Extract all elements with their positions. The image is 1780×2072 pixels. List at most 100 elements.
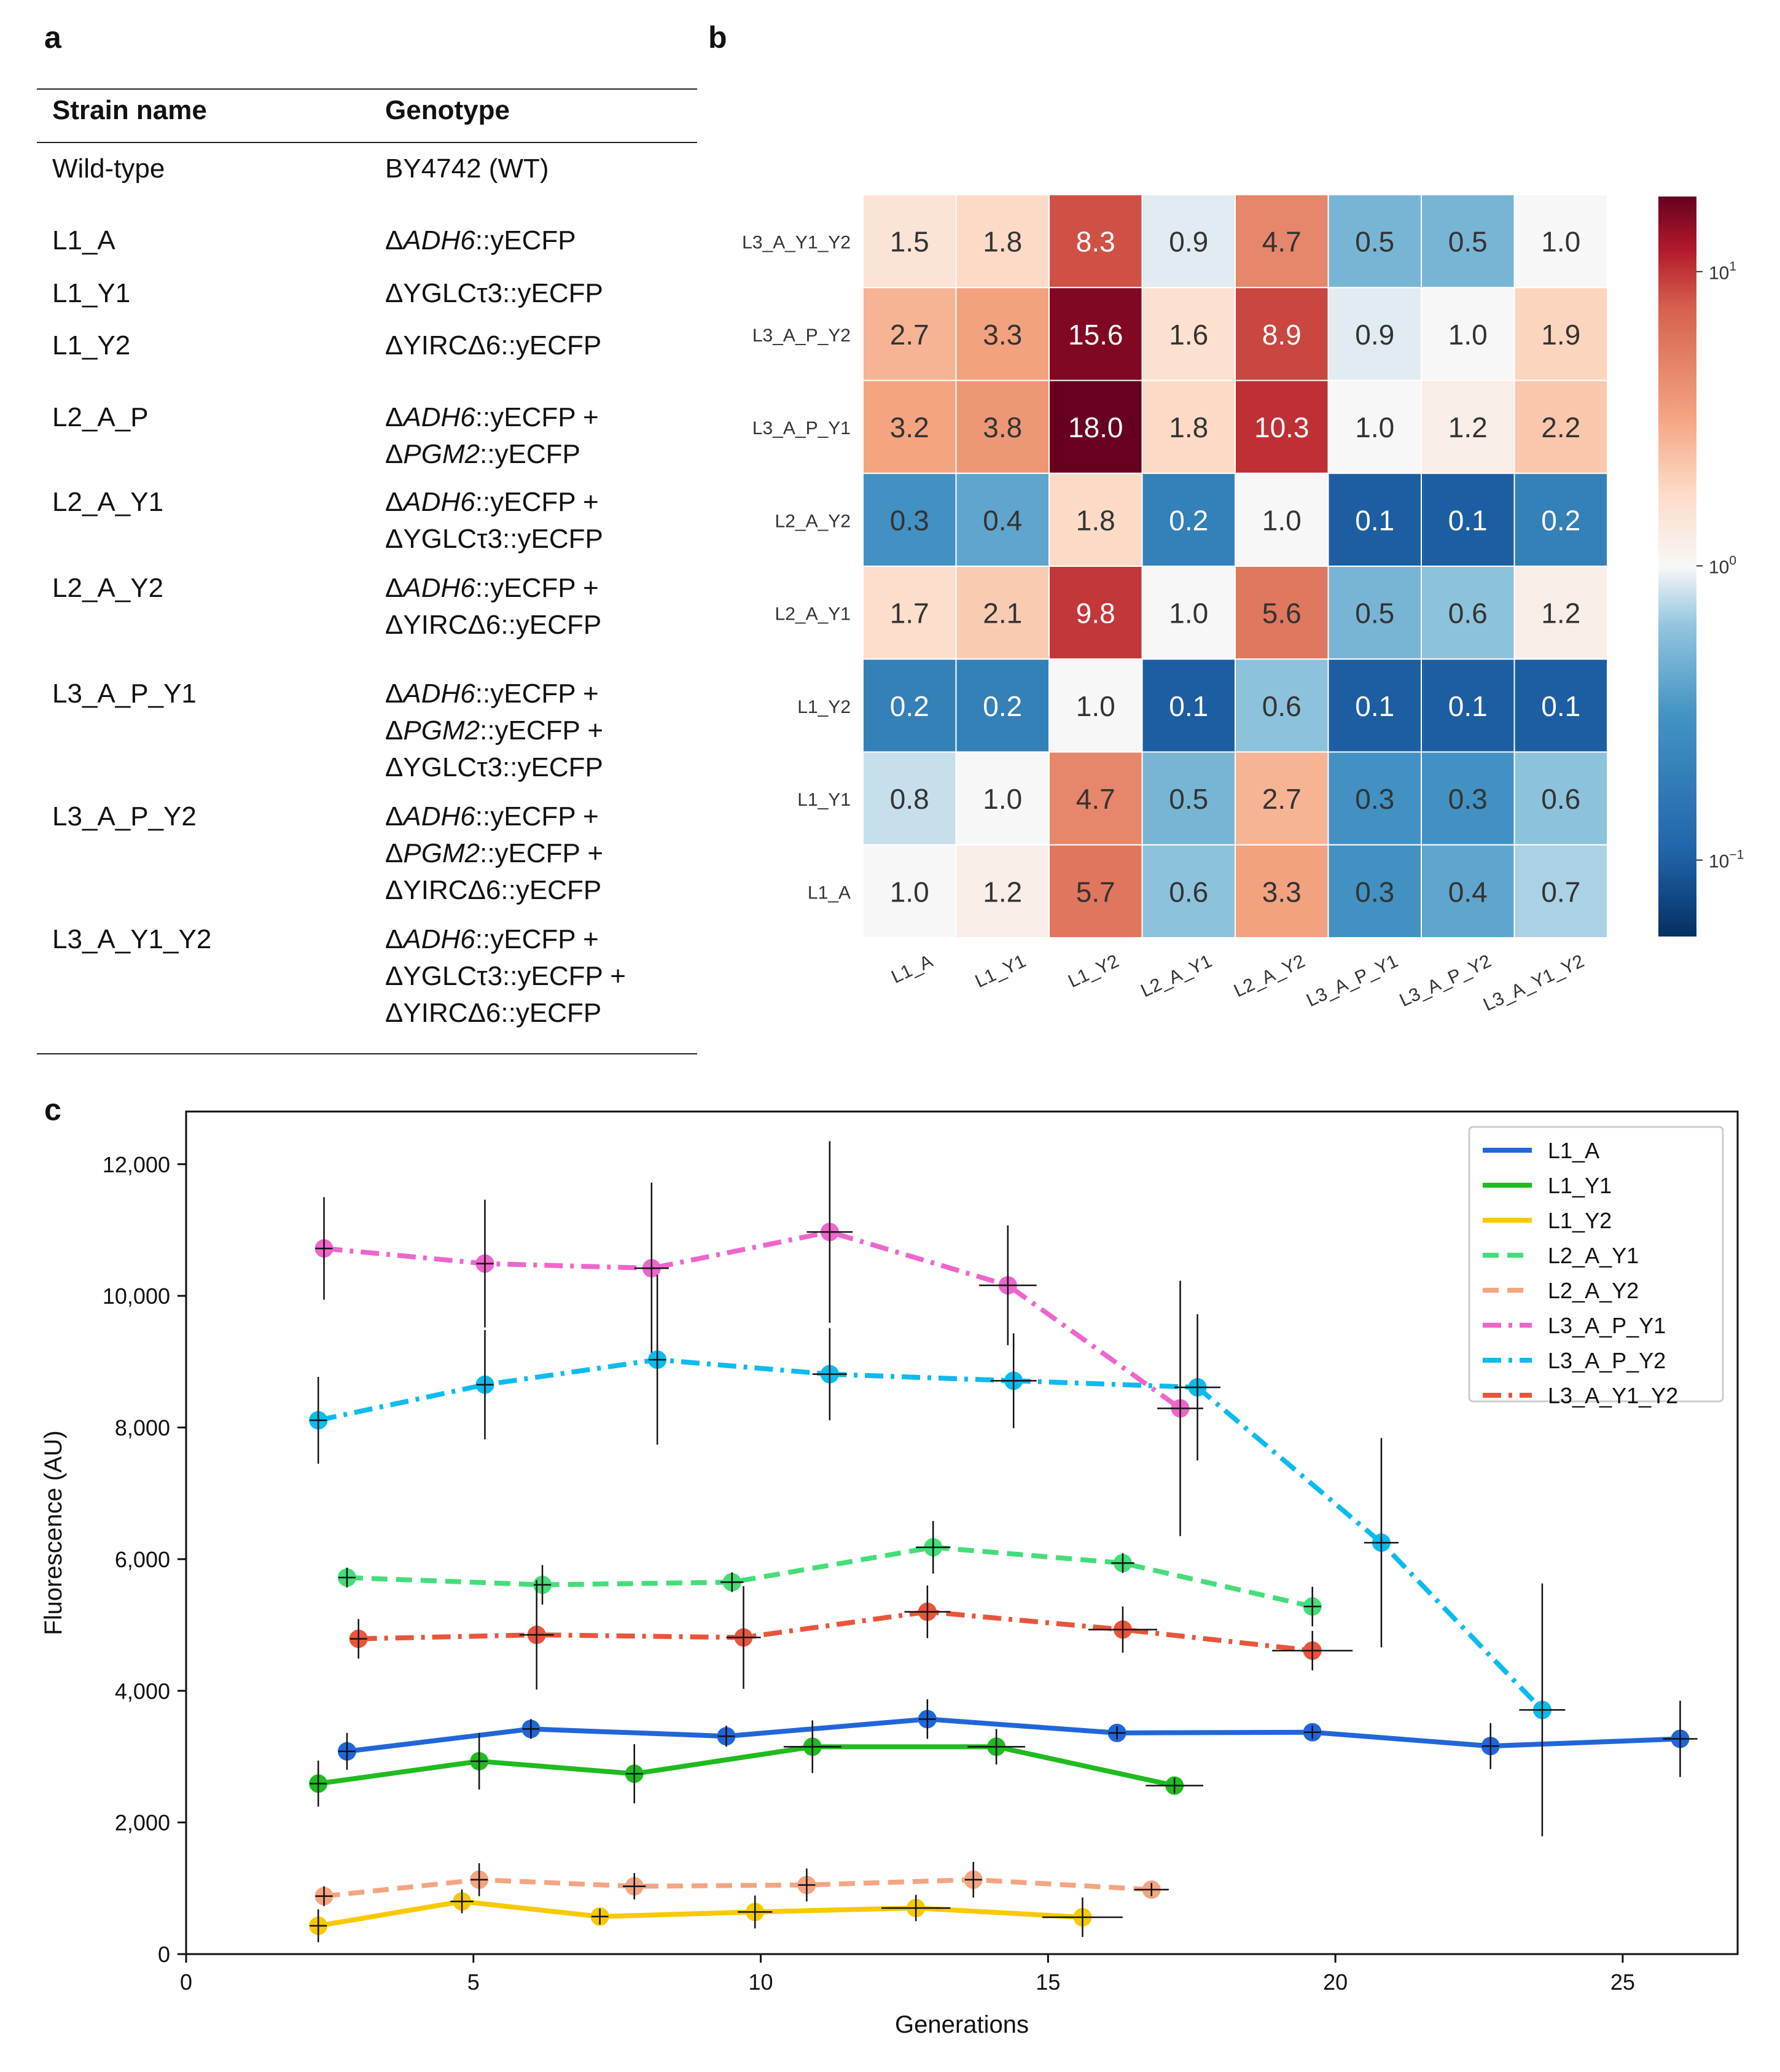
heatmap-col-label: L2_A_Y1 <box>1138 951 1215 1001</box>
heatmap-cell-value: 4.7 <box>1076 783 1115 815</box>
x-tick-label: 20 <box>1323 1969 1348 1995</box>
heatmap-row-label: L2_A_Y2 <box>775 511 851 531</box>
heatmap-cell-value: 1.8 <box>1169 411 1208 443</box>
heatmap-cell-value: 1.7 <box>890 598 929 629</box>
heatmap-cell-value: 2.7 <box>890 319 929 351</box>
genotype-cell: ΔADH6::yECFP + ΔPGM2::yECFP + ΔYIRCΔ6::yEC… <box>385 798 603 909</box>
legend-label-L2_A_Y2: L2_A_Y2 <box>1548 1278 1639 1303</box>
heatmap-col-label: L3_A_P_Y1 <box>1303 951 1401 1011</box>
heatmap-cell-value: 0.2 <box>1169 504 1208 536</box>
heatmap-cell <box>1513 287 1608 381</box>
gene-name-italic: ADH6 <box>403 402 475 432</box>
header-strain-name: Strain name <box>52 95 207 125</box>
heatmap-cell-value: 0.3 <box>890 504 929 536</box>
heatmap-cell-value: 0.1 <box>1169 690 1208 722</box>
heatmap-cell-value: 0.2 <box>983 690 1022 722</box>
heatmap-cell <box>1421 287 1515 381</box>
legend-label-L1_Y2: L1_Y2 <box>1548 1208 1612 1233</box>
heatmap-row-label: L1_A <box>808 882 851 903</box>
genotype-line: ΔADH6::yECFP + <box>385 399 599 436</box>
heatmap-cell-value: 4.7 <box>1262 226 1302 258</box>
gene-name-italic: ADH6 <box>403 225 475 255</box>
heatmap-cell <box>862 472 957 567</box>
heatmap-cell-value: 0.9 <box>1355 319 1394 351</box>
heatmap-row-label: L3_A_P_Y2 <box>752 325 851 346</box>
genotype-line: BY4742 (WT) <box>385 150 549 187</box>
genotype-line: ΔPGM2::yECFP + <box>385 712 603 749</box>
strain-name-cell: L2_A_P <box>52 402 149 432</box>
genotype-text: ΔYGLCτ3::yECFP <box>385 278 603 308</box>
genotype-text: ΔYIRCΔ6::yECFP <box>385 998 602 1028</box>
genotype-line: ΔYIRCΔ6::yECFP <box>385 607 601 644</box>
legend-label-L1_Y1: L1_Y1 <box>1548 1173 1612 1198</box>
legend-label-L3_A_Y1_Y2: L3_A_Y1_Y2 <box>1548 1383 1678 1408</box>
heatmap-col-label: L1_Y1 <box>972 951 1029 992</box>
heatmap-cell-value: 1.0 <box>1262 504 1302 536</box>
heatmap-cell <box>1513 844 1608 938</box>
series-line-L1_Y2 <box>318 1899 1083 1928</box>
genotype-text: ::yECFP + <box>475 573 599 603</box>
colorbar-tick-label: 100 <box>1709 553 1736 577</box>
y-axis-label: Fluorescence (AU) <box>40 1430 67 1635</box>
panel-label-c: c <box>44 1092 61 1127</box>
genotype-text: Δ <box>385 439 404 469</box>
heatmap-col-label: L3_A_P_Y2 <box>1397 951 1494 1011</box>
genotype-text: ::yECFP <box>480 439 580 469</box>
genotype-text: ΔYIRCΔ6::yECFP <box>385 875 602 905</box>
x-tick-label: 10 <box>749 1969 773 1995</box>
heatmap-cell <box>1421 472 1515 567</box>
genotype-cell: ΔADH6::yECFP <box>385 222 576 259</box>
strain-name-cell: Wild-type <box>52 154 165 184</box>
heatmap-cell <box>1513 472 1608 567</box>
genotype-text: Δ <box>385 487 404 517</box>
heatmap-cell <box>1141 658 1236 753</box>
colorbar-tick-label: 101 <box>1709 259 1736 283</box>
genotype-text: ΔYIRCΔ6::yECFP <box>385 610 602 640</box>
heatmap-cell <box>862 194 957 289</box>
strain-name-cell: L3_A_P_Y1 <box>52 679 197 709</box>
heatmap-cell-value: 0.1 <box>1355 690 1394 722</box>
heatmap-cell-value: 0.3 <box>1448 783 1488 815</box>
heatmap-cell-value: 8.9 <box>1262 319 1302 351</box>
x-tick-label: 15 <box>1036 1969 1060 1995</box>
heatmap-cell <box>1235 658 1329 753</box>
genotype-text: ::yECFP + <box>480 715 604 746</box>
genotype-text: ::yECFP + <box>475 801 599 832</box>
strain-name-cell: L3_A_P_Y2 <box>52 801 197 832</box>
series-line-L1_A <box>346 1716 1680 1754</box>
gene-name-italic: ADH6 <box>403 573 475 603</box>
heatmap-row-label: L3_A_Y1_Y2 <box>742 233 851 253</box>
genotype-line: ΔPGM2::yECFP + <box>385 835 603 872</box>
heatmap-cell-value: 0.1 <box>1448 504 1488 536</box>
heatmap-cell-value: 0.3 <box>1355 783 1394 815</box>
heatmap-cell-value: 1.2 <box>1448 411 1488 443</box>
genotype-line: ΔYIRCΔ6::yECFP <box>385 995 626 1032</box>
series-line-L1_Y1 <box>318 1744 1176 1788</box>
y-tick-label: 10,000 <box>103 1283 170 1309</box>
heatmap-cell-value: 0.5 <box>1355 226 1394 258</box>
heatmap-cell <box>1513 380 1608 474</box>
tick-exponent: −1 <box>1729 848 1744 862</box>
heatmap-cell <box>1327 380 1422 474</box>
heatmap-cell-value: 3.3 <box>1262 876 1302 908</box>
strain-name-cell: L1_Y1 <box>52 278 131 308</box>
genotype-text: ::yECFP + <box>475 402 599 432</box>
heatmap-row-label: L3_A_P_Y1 <box>752 418 851 438</box>
heatmap-cell-value: 0.6 <box>1448 598 1488 629</box>
heatmap-cell <box>1513 566 1608 660</box>
gene-name-italic: PGM2 <box>403 439 480 469</box>
genotype-text: ::yECFP + <box>475 924 599 954</box>
genotype-text: ΔYIRCΔ6::yECFP <box>385 330 602 360</box>
heatmap-cell <box>955 844 1050 938</box>
series-line-L3_A_P_Y2 <box>318 1357 1544 1712</box>
heatmap-cell <box>1048 566 1143 660</box>
tick-exponent: 1 <box>1729 259 1736 273</box>
heatmap-row-label: L2_A_Y1 <box>775 604 851 625</box>
heatmap-cell-value: 5.7 <box>1076 876 1115 908</box>
heatmap-cell <box>1421 658 1515 753</box>
heatmap-cell <box>1421 380 1515 474</box>
heatmap-cell <box>862 566 957 660</box>
strain-name-cell: L1_Y2 <box>52 330 131 360</box>
heatmap-cell-value: 9.8 <box>1076 598 1115 629</box>
legend-label-L3_A_P_Y1: L3_A_P_Y1 <box>1548 1313 1666 1338</box>
